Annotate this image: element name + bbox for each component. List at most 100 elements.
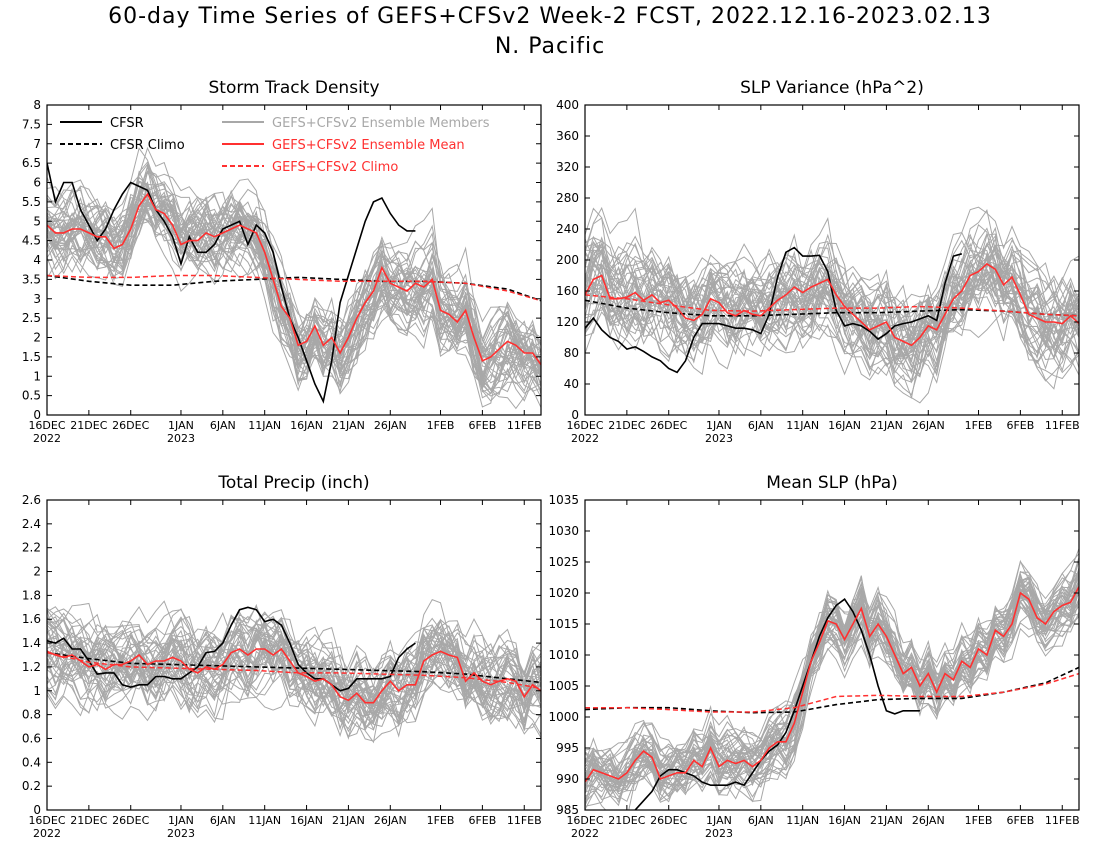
y-tick-label: 80 [564,346,579,360]
ensemble-member-line [585,560,1079,795]
x-tick-label: 26JAN [374,419,407,432]
legend-label-members: GEFS+CFSv2 Ensemble Members [272,116,490,131]
series-line-cfsr [47,162,416,404]
x-tick-label: 26DEC [650,419,687,432]
x-tick-label: 16JAN [828,814,861,827]
y-tick-label: 1035 [548,493,579,507]
ensemble-member-line [47,197,541,383]
y-tick-label: 5 [33,214,41,228]
ensemble-member-line [585,206,1079,371]
ensemble-member-line [47,181,541,408]
ensemble-member-line [47,612,541,728]
series-line-cfsr [634,598,920,810]
legend-label-cfsr-climo: CFSR Climo [110,138,185,153]
ensemble-member-line [585,589,1079,803]
legend: CFSR CFSR Climo GEFS+CFSv2 Ensemble Member… [60,116,490,175]
x-tick-label: 6JAN [210,814,236,827]
x-tick-label: 16JAN [290,814,323,827]
ensemble-member-line [585,558,1079,792]
series-line-gefs-cfsv2-climo [585,672,1079,713]
y-tick-label: 400 [556,98,579,112]
x-tick-label: 1FEB [965,814,993,827]
x-tick-label: 21DEC [70,814,107,827]
plot-frame [46,499,542,811]
figure-subtitle: N. Pacific [494,34,606,59]
y-tick-label: 0.2 [22,779,41,793]
legend-label-climo: GEFS+CFSv2 Climo [272,160,398,175]
x-tick-label: 11JAN [786,419,819,432]
panel-title: Mean SLP (hPa) [766,473,898,493]
x-tick-label: 1JAN [168,814,194,827]
ensemble-member-line [47,620,541,730]
ensemble-member-line [585,592,1079,801]
x-tick-label: 21DEC [70,419,107,432]
y-tick-label: 0 [33,408,41,422]
series-line-gefs-cfsv2-climo [47,274,541,302]
ensemble-member-line [585,251,1079,383]
y-tick-label: 7 [33,137,41,151]
x-tick-label: 26DEC [650,814,687,827]
y-tick-label: 985 [556,803,579,817]
y-tick-label: 120 [556,315,579,329]
x-tick-label: 11FEB [1045,419,1080,432]
series-line-gefs-cfsv2-ensemble-mean [585,586,1079,783]
chart-panel-4: Mean SLP (hPa) 985 990 995 1000 1005 1010 1015 1… [548,473,1079,840]
y-tick-label: 360 [556,129,579,143]
ensemble-members [585,206,1079,404]
y-tick-label: 200 [556,253,579,267]
ensemble-member-line [47,201,541,392]
series-line-cfsr-climo [47,651,541,684]
y-tick-label: 1005 [548,679,579,693]
series-line-cfsr [585,246,963,374]
y-tick-label: 3 [33,292,41,306]
y-tick-label: 1025 [548,555,579,569]
x-tick-label: 1FEB [965,419,993,432]
x-tick-year-label: 2023 [705,432,733,445]
y-tick-label: 0.5 [22,389,41,403]
x-tick-label: 16JAN [828,419,861,432]
ensemble-member-line [585,567,1079,788]
y-tick-label: 1 [33,684,41,698]
x-tick-label: 26JAN [912,814,945,827]
chart-panel-1: Storm Track Density 0 0.5 1 1.5 2 2.5 3 3.5 4 4.5 5… [22,78,542,445]
ensemble-member-line [47,625,541,698]
x-tick-label: 6FEB [1006,814,1034,827]
y-tick-label: 1015 [548,617,579,631]
ensemble-member-line [585,560,1079,792]
x-tick-label: 11JAN [248,419,281,432]
figure-title: 60-day Time Series of GEFS+CFSv2 Week-2 … [108,4,992,29]
y-tick-label: 1.4 [22,636,41,650]
x-tick-label: 21JAN [870,814,903,827]
y-tick-label: 320 [556,160,579,174]
y-tick-label: 6 [33,176,41,190]
x-tick-year-label: 2023 [705,827,733,840]
chart-panel-2: SLP Variance (hPa^2) 0 40 80 120 160 200 240 280… [556,78,1080,445]
ensemble-member-line [585,575,1079,788]
ensemble-member-line [47,164,541,385]
y-tick-label: 6.5 [22,156,41,170]
y-tick-label: 1.6 [22,612,41,626]
ensemble-member-line [585,585,1079,798]
x-tick-year-label: 2022 [571,432,599,445]
y-tick-label: 8 [33,98,41,112]
y-tick-label: 2.5 [22,311,41,325]
y-tick-label: 1010 [548,648,579,662]
x-tick-label: 6JAN [748,419,774,432]
series-line-gefs-cfsv2-ensemble-mean [585,262,1079,347]
ensemble-member-line [47,618,541,727]
x-tick-year-label: 2023 [167,827,195,840]
ensemble-members [585,548,1079,810]
ensemble-member-line [47,196,541,397]
series-line-gefs-cfsv2-climo [47,651,541,690]
y-tick-label: 2 [33,331,41,345]
y-tick-label: 2.2 [22,541,41,555]
x-tick-label: 6FEB [1006,419,1034,432]
y-tick-label: 2.4 [22,517,41,531]
y-tick-label: 0.4 [22,755,41,769]
panel-title: Total Precip (inch) [217,473,369,493]
ensemble-member-line [585,577,1079,794]
ensemble-member-line [47,196,541,402]
ensemble-member-line [585,600,1079,798]
ensemble-member-line [585,242,1079,404]
